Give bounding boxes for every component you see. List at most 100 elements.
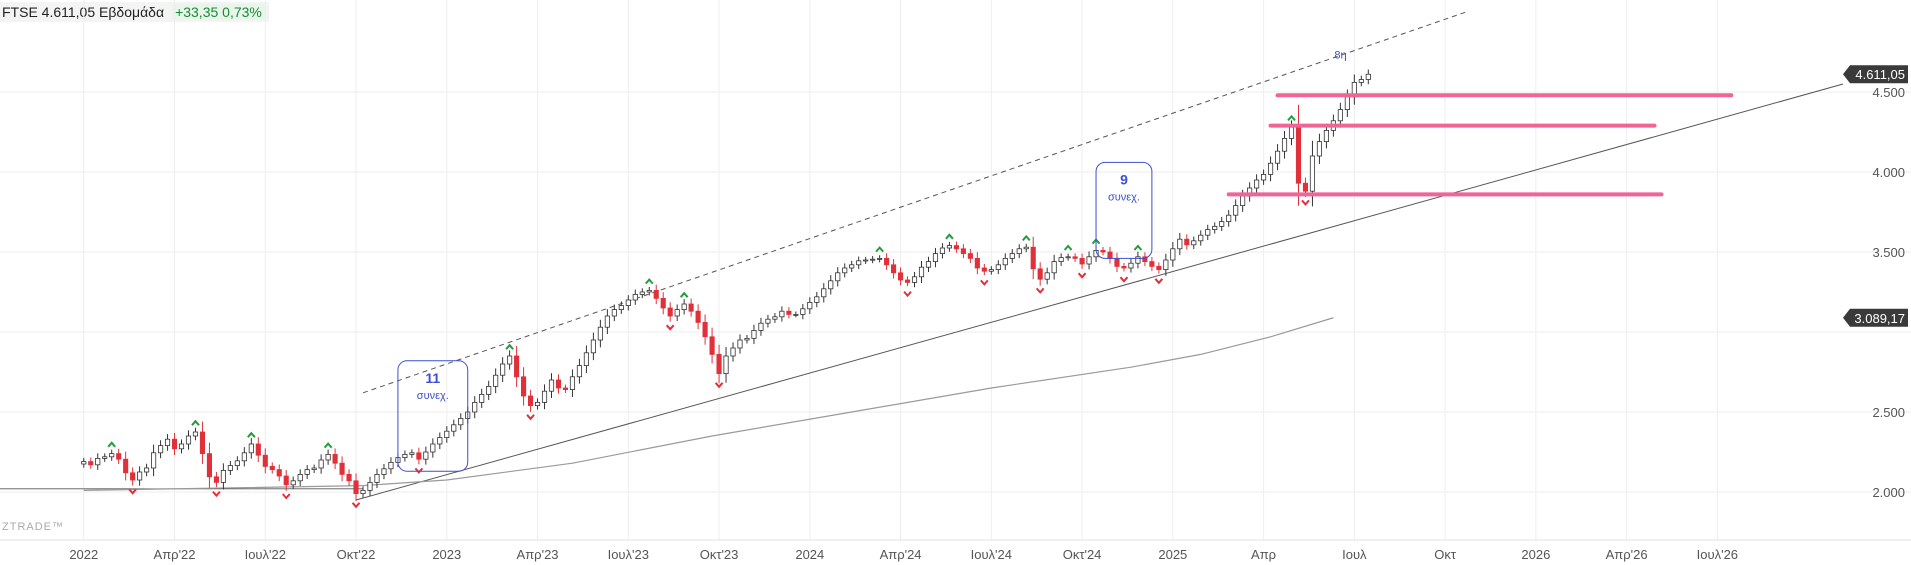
x-tick-label: 2023: [432, 547, 461, 562]
candle-body: [500, 363, 506, 376]
candle-153: [1149, 257, 1155, 271]
moving-average-line: [83, 317, 1334, 491]
candle-64: [528, 389, 534, 412]
candle-68: [555, 374, 562, 394]
candle-body: [730, 347, 736, 357]
candle-body: [1051, 261, 1057, 274]
candle-41: [367, 476, 373, 497]
candle-118: [904, 276, 911, 287]
x-tick-label: 2024: [795, 547, 824, 562]
candle-body: [1344, 96, 1350, 111]
candle-body: [116, 453, 122, 460]
candle-46: [402, 450, 408, 462]
candle-57: [479, 388, 485, 409]
candle-body: [1191, 240, 1197, 246]
candle-50: [430, 438, 436, 458]
candle-69: [562, 384, 569, 394]
candle-63: [521, 367, 527, 406]
candle-body: [1135, 256, 1141, 264]
candle-39: [353, 473, 359, 501]
trendline-0: [355, 83, 1844, 501]
candle-132: [1002, 253, 1008, 270]
price-change: +33,35 0,73%: [172, 4, 265, 20]
last-price-tag: 4.611,05: [1843, 65, 1908, 84]
candle-body: [325, 453, 331, 461]
candle-169: [1261, 169, 1267, 185]
candle-body: [1226, 214, 1232, 222]
candle-body: [667, 307, 673, 317]
candle-body: [199, 431, 206, 455]
candle-54: [458, 413, 464, 430]
candle-15: [185, 430, 192, 450]
candle-body: [534, 401, 541, 406]
candle-86: [681, 299, 687, 315]
candle-72: [583, 345, 589, 373]
candle-94: [737, 334, 743, 354]
candle-body: [318, 459, 324, 469]
candle-34: [318, 454, 324, 474]
swing-markers: [107, 114, 1310, 509]
candle-60: [500, 357, 506, 382]
candle-body: [486, 385, 492, 395]
candle-body: [835, 272, 841, 282]
candle-8: [137, 466, 143, 486]
candle-body: [583, 352, 589, 366]
chart-header: FTSE 4.611,05 Εβδομάδα +33,35 0,73%: [0, 2, 269, 22]
candle-body: [576, 365, 582, 378]
candle-body: [360, 489, 366, 494]
candle-0: [81, 457, 87, 468]
candle-74: [597, 319, 603, 348]
candle-183: [1358, 75, 1364, 87]
candle-body: [800, 308, 806, 315]
candle-body: [723, 355, 729, 375]
candle-body: [1114, 257, 1120, 267]
candle-124: [946, 241, 952, 252]
candle-body: [681, 303, 687, 310]
candle-152: [1142, 252, 1148, 267]
candle-9: [144, 463, 150, 477]
candle-7: [130, 467, 136, 486]
candle-body: [130, 472, 136, 481]
candle-108: [835, 267, 841, 287]
candle-body: [660, 297, 666, 309]
candle-body: [625, 299, 631, 306]
candle-body: [1065, 256, 1071, 259]
candle-body: [437, 437, 443, 445]
candle-130: [988, 266, 994, 275]
candle-body: [1295, 126, 1302, 184]
swing-low-marker: [1119, 276, 1129, 283]
candle-body: [772, 316, 778, 320]
candle-body: [1323, 129, 1329, 142]
candle-129: [981, 264, 987, 276]
candle-13: [171, 432, 178, 456]
candle-body: [1149, 261, 1155, 267]
candle-103: [800, 303, 806, 320]
candle-20: [220, 463, 226, 490]
last-price-tag-bg: [1843, 65, 1908, 84]
swing-high-marker: [644, 278, 654, 285]
candle-168: [1254, 174, 1260, 194]
candle-body: [311, 467, 317, 471]
candle-120: [918, 260, 925, 284]
candle-143: [1079, 253, 1085, 269]
candle-body: [1016, 248, 1022, 255]
candle-18: [206, 442, 212, 488]
candle-body: [479, 393, 485, 403]
candle-body: [988, 269, 994, 272]
candle-113: [870, 256, 876, 264]
swing-high-marker: [679, 291, 689, 298]
candle-11: [158, 440, 164, 459]
count-box-number: 9: [1120, 171, 1128, 187]
candle-body: [751, 329, 757, 339]
candle-88: [695, 304, 701, 330]
candle-body: [904, 279, 911, 283]
candle-144: [1086, 251, 1092, 270]
candle-16: [192, 427, 199, 441]
candle-32: [304, 465, 310, 479]
candle-111: [856, 256, 862, 270]
candle-155: [1163, 253, 1169, 276]
candle-84: [667, 302, 673, 322]
candle-151: [1135, 251, 1141, 269]
candle-134: [1016, 244, 1022, 259]
